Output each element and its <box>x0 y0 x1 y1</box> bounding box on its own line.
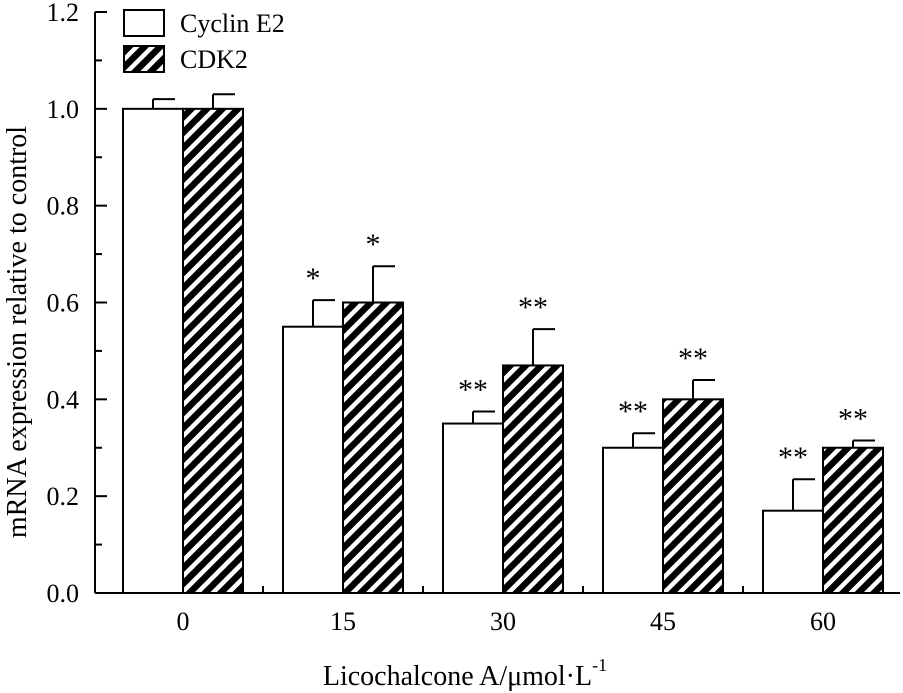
bar-cyclin-e2-60 <box>762 509 824 595</box>
legend: Cyclin E2 CDK2 <box>123 9 285 74</box>
legend-label: CDK2 <box>180 45 248 74</box>
axes: 0.0 0.2 0.4 0.6 0.8 1.0 1.2 0 15 30 45 60 <box>47 0 900 636</box>
y-tick-label: 1.0 <box>47 95 80 124</box>
significance-marker: ** <box>778 441 808 474</box>
x-tick-label: 0 <box>177 607 190 636</box>
x-axis-title: Licochalcone A/μmol·L-1 <box>323 655 607 692</box>
x-axis-title-text: Licochalcone A/μmol·L <box>323 661 592 692</box>
significance-marker: ** <box>618 395 648 428</box>
x-tick-label: 45 <box>650 607 676 636</box>
legend-swatch-cyclin-e2 <box>123 9 165 37</box>
bar-cdk2-15 <box>342 301 404 594</box>
significance-marker: ** <box>678 342 708 375</box>
y-tick-label: 0.0 <box>47 579 80 608</box>
significance-marker: * <box>306 262 321 295</box>
legend-swatch-cdk2 <box>123 45 165 73</box>
x-axis-title-superscript: -1 <box>592 655 607 675</box>
bar-cyclin-e2-15 <box>282 325 344 594</box>
y-axis-title: mRNA expression relative to control <box>2 126 33 538</box>
bar-cdk2-60 <box>822 446 884 594</box>
x-tick-label: 15 <box>330 607 356 636</box>
y-tick-label: 1.2 <box>47 0 80 27</box>
bar-cyclin-e2-30 <box>442 422 504 594</box>
y-tick-label: 0.6 <box>47 289 80 318</box>
bars <box>122 107 884 595</box>
bar-cdk2-30 <box>502 364 564 595</box>
bar-cdk2-45 <box>662 398 724 595</box>
significance-marker: ** <box>838 402 868 435</box>
significance-marker: ** <box>518 291 548 324</box>
error-bars <box>152 93 875 511</box>
bar-cyclin-e2-45 <box>602 446 664 594</box>
legend-label: Cyclin E2 <box>180 9 285 38</box>
bar-cyclin-e2-0 <box>122 107 184 594</box>
significance-labels: ************** <box>306 228 869 474</box>
x-tick-label: 30 <box>490 607 516 636</box>
y-tick-label: 0.4 <box>47 385 80 414</box>
significance-marker: * <box>366 228 381 261</box>
x-tick-label: 60 <box>810 607 836 636</box>
bar-cdk2-0 <box>182 107 244 594</box>
y-tick-label: 0.8 <box>47 192 80 221</box>
significance-marker: ** <box>458 373 488 406</box>
y-tick-label: 0.2 <box>47 482 80 511</box>
